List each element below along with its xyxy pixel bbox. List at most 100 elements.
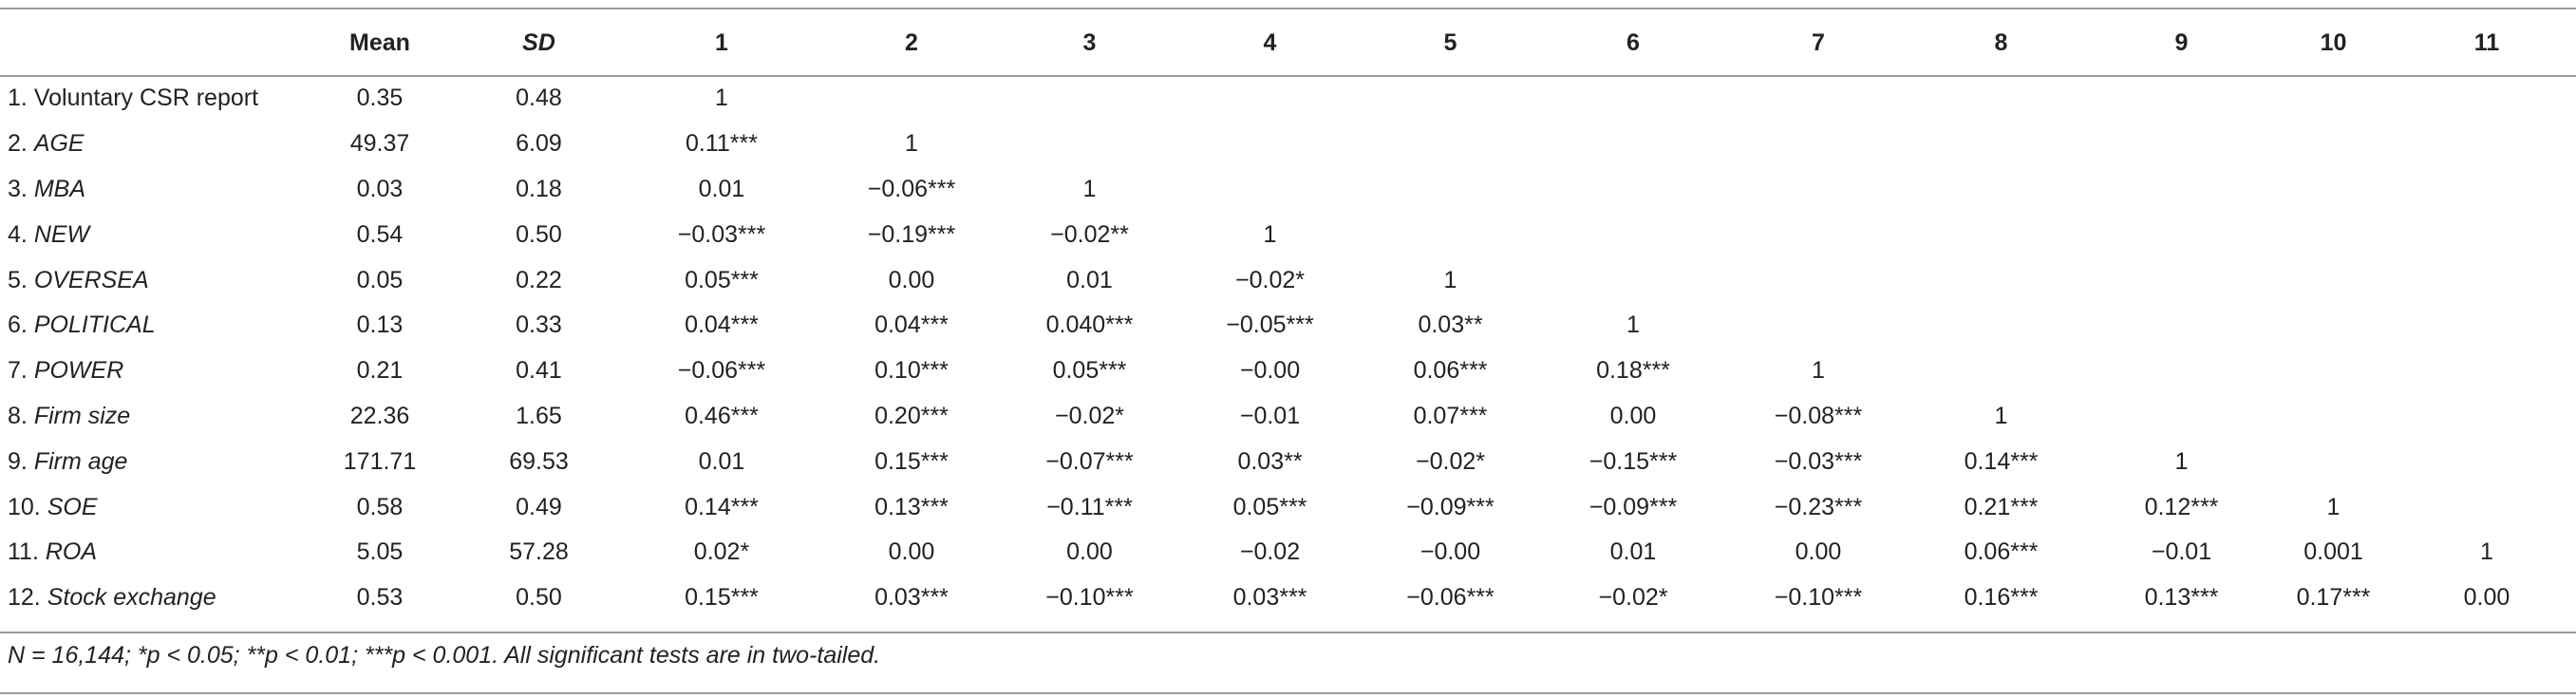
correlation-cell: 0.18*** [1596,357,1670,385]
row-label: 2. AGE [0,122,304,167]
table-header-rule [0,75,2576,77]
correlation-cell [2397,394,2576,440]
sd-cell: 0.41 [516,357,562,385]
table-row: 8. Firm size 22.36 1.65 0.46*** 0.20*** −0.02… [0,394,2576,440]
correlation-cell: 0.12*** [2144,493,2219,520]
correlation-cell: 0.04*** [685,311,759,339]
header-col-2: 2 [905,28,918,56]
correlation-cell: 0.04*** [874,311,949,339]
correlation-cell: −0.06*** [1406,584,1495,612]
table-row: 7. POWER 0.21 0.41 −0.06*** 0.10*** 0.05*** −0… [0,349,2576,394]
correlation-cell: −0.05*** [1226,311,1314,339]
row-label: 7. POWER [0,349,304,394]
correlation-cell: −0.07*** [1045,447,1134,475]
variable-name: OVERSEA [33,266,149,293]
correlation-cell: 0.15*** [685,584,759,612]
mean-cell: 22.36 [349,402,410,429]
variable-name: ROA [45,538,98,566]
correlation-cell: 1 [1263,220,1277,248]
correlation-cell [2269,167,2397,213]
sd-cell: 0.50 [516,220,562,248]
table-row: 12. Stock exchange 0.53 0.50 0.15*** 0.03***… [0,575,2576,621]
row-label: 5. OVERSEA [0,257,304,303]
table-row: 3. MBA 0.03 0.18 0.01 −0.06*** 1 [0,167,2576,213]
correlation-cell [1728,76,1908,122]
correlation-cell: 0.00 [1795,538,1842,566]
correlation-cell: 0.03** [1237,447,1303,475]
variable-name: NEW [33,220,90,248]
row-label: 12. Stock exchange [0,575,304,621]
table-row: 6. POLITICAL 0.13 0.33 0.04*** 0.04*** 0.040*… [0,303,2576,349]
variable-name: MBA [33,175,85,202]
correlation-cell [2269,303,2397,349]
correlation-cell [2397,484,2576,530]
mean-cell: 0.54 [356,220,404,248]
row-label: 10. SOE [0,484,304,530]
correlation-cell: 0.13*** [2144,584,2219,612]
table-row: 11. ROA 5.05 57.28 0.02* 0.00 0.00 −0.02 −0.00 0… [0,530,2576,575]
correlation-cell: 0.21*** [1964,493,2039,520]
correlation-cell: 1 [2326,493,2341,520]
correlation-cell: 1 [2480,538,2493,566]
correlation-table: Mean SD 1 2 3 4 5 6 7 8 9 10 11 1. Volun… [0,9,2576,621]
correlation-cell: −0.09*** [1589,493,1678,520]
correlation-cell [1363,167,1538,213]
correlation-cell: 1 [1082,175,1097,202]
correlation-cell [2269,439,2397,484]
correlation-cell: 0.06*** [1964,538,2039,566]
mean-cell: 5.05 [356,538,404,566]
correlation-cell [2269,212,2397,257]
header-col-7: 7 [1812,28,1825,56]
row-number: 2. [8,130,28,158]
table-row: 5. OVERSEA 0.05 0.22 0.05*** 0.00 0.01 −0.02* 1 [0,257,2576,303]
correlation-cell: −0.00 [1239,357,1301,385]
correlation-cell: 0.02* [693,538,750,566]
correlation-cell [1728,167,1908,213]
sd-cell: 0.22 [516,266,562,293]
correlation-cell [2269,257,2397,303]
correlation-cell: 1 [715,85,728,112]
correlation-cell [2397,439,2576,484]
variable-name: SOE [47,493,98,520]
variable-name: AGE [33,130,85,158]
header-col-6: 6 [1626,28,1640,56]
row-number: 9. [8,447,28,475]
correlation-cell: 0.040*** [1045,311,1134,339]
correlation-cell: −0.02* [1416,447,1485,475]
correlation-cell: −0.02** [1050,220,1129,248]
correlation-cell: 0.17*** [2296,584,2371,612]
correlation-cell: 0.03*** [1232,584,1307,612]
correlation-cell: −0.10*** [1045,584,1134,612]
correlation-cell: −0.02 [1239,538,1301,566]
mean-cell: 0.05 [356,266,404,293]
row-label: 4. NEW [0,212,304,257]
table-footnote: N = 16,144; *p < 0.05; **p < 0.01; ***p … [8,642,881,669]
correlation-cell [2094,167,2269,213]
row-number: 4. [8,220,28,248]
correlation-cell: 0.15*** [874,447,949,475]
header-col-9: 9 [2174,28,2189,56]
sd-cell: 0.48 [516,85,562,112]
sd-cell: 57.28 [509,538,569,566]
correlation-cell [2397,76,2576,122]
mean-cell: 0.58 [356,493,404,520]
correlation-cell: −0.01 [2151,538,2212,566]
mean-cell: 0.03 [356,175,404,202]
header-blank [0,9,304,76]
correlation-cell [1908,257,2094,303]
correlation-cell [2397,257,2576,303]
correlation-cell [2269,394,2397,440]
correlation-cell [1908,303,2094,349]
correlation-cell [1363,76,1538,122]
variable-name: Firm size [33,402,131,429]
sd-cell: 1.65 [516,402,562,429]
correlation-cell [1002,122,1177,167]
correlation-cell: 1 [905,130,918,158]
correlation-cell: 1 [1443,266,1457,293]
correlation-cell: 0.001 [2303,538,2363,566]
correlation-cell: −0.06*** [677,357,766,385]
row-number: 10. [8,493,41,520]
correlation-cell [2397,167,2576,213]
variable-name: Firm age [33,447,128,475]
row-number: 3. [8,175,28,202]
